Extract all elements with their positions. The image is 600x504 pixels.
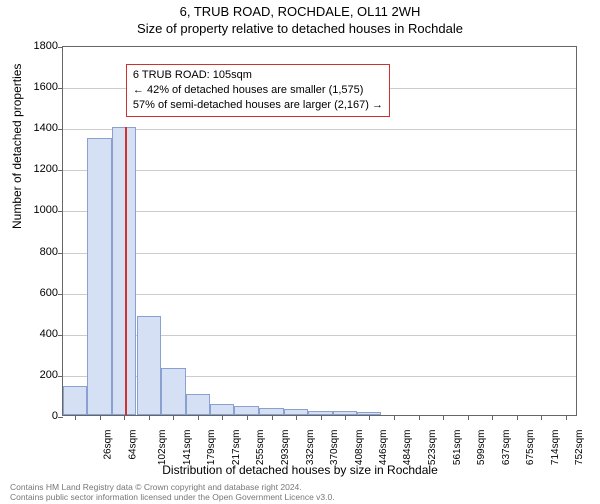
chart-title-address: 6, TRUB ROAD, ROCHDALE, OL11 2WH	[0, 4, 600, 19]
x-tick-label: 637sqm	[501, 430, 512, 466]
annotation-line: 57% of semi-detached houses are larger (…	[133, 98, 383, 113]
y-tick-mark	[58, 253, 63, 254]
x-tick-label: 561sqm	[452, 430, 463, 466]
x-tick-label: 752sqm	[574, 430, 585, 466]
x-tick-mark	[296, 415, 297, 420]
footer-line-2: Contains public sector information licen…	[10, 492, 335, 502]
gridline	[63, 253, 576, 254]
annotation-line: ← 42% of detached houses are smaller (1,…	[133, 83, 383, 98]
x-tick-mark	[75, 415, 76, 420]
x-tick-mark	[321, 415, 322, 420]
x-tick-label: 370sqm	[329, 430, 340, 466]
y-tick-label: 1800	[34, 40, 58, 52]
x-tick-mark	[345, 415, 346, 420]
x-tick-label: 523sqm	[427, 430, 438, 466]
y-tick-label: 800	[40, 246, 58, 258]
y-tick-label: 1000	[34, 204, 58, 216]
histogram-bar	[259, 408, 283, 415]
chart-subtitle: Size of property relative to detached ho…	[0, 21, 600, 36]
chart-plot-area: 6 TRUB ROAD: 105sqm← 42% of detached hou…	[62, 46, 577, 416]
y-tick-label: 0	[52, 410, 58, 422]
x-tick-label: 293sqm	[280, 430, 291, 466]
property-marker-line	[125, 127, 127, 415]
y-tick-mark	[58, 335, 63, 336]
histogram-bar	[63, 386, 87, 415]
x-tick-mark	[443, 415, 444, 420]
x-tick-label: 484sqm	[402, 430, 413, 466]
attribution-footer: Contains HM Land Registry data © Crown c…	[10, 482, 335, 502]
x-tick-mark	[492, 415, 493, 420]
x-tick-label: 675sqm	[525, 430, 536, 466]
y-tick-label: 400	[40, 328, 58, 340]
x-tick-mark	[247, 415, 248, 420]
y-tick-mark	[58, 129, 63, 130]
y-tick-label: 1400	[34, 122, 58, 134]
y-tick-mark	[58, 88, 63, 89]
x-tick-mark	[566, 415, 567, 420]
x-tick-mark	[394, 415, 395, 420]
x-tick-label: 332sqm	[305, 430, 316, 466]
histogram-bar	[87, 138, 111, 416]
x-tick-mark	[222, 415, 223, 420]
x-tick-label: 64sqm	[127, 430, 138, 460]
x-tick-label: 408sqm	[354, 430, 365, 466]
y-tick-label: 200	[40, 369, 58, 381]
gridline	[63, 170, 576, 171]
x-tick-mark	[369, 415, 370, 420]
y-tick-label: 1200	[34, 163, 58, 175]
x-tick-mark	[517, 415, 518, 420]
x-tick-label: 255sqm	[255, 430, 266, 466]
x-tick-label: 141sqm	[182, 430, 193, 466]
x-tick-label: 217sqm	[231, 430, 242, 466]
x-tick-label: 26sqm	[103, 430, 114, 460]
x-tick-label: 179sqm	[207, 430, 218, 466]
x-tick-mark	[198, 415, 199, 420]
x-tick-mark	[541, 415, 542, 420]
y-tick-mark	[58, 294, 63, 295]
x-tick-label: 102sqm	[157, 430, 168, 466]
x-tick-mark	[272, 415, 273, 420]
y-tick-label: 600	[40, 287, 58, 299]
annotation-box: 6 TRUB ROAD: 105sqm← 42% of detached hou…	[126, 64, 390, 117]
y-tick-mark	[58, 170, 63, 171]
y-tick-mark	[58, 211, 63, 212]
gridline	[63, 211, 576, 212]
x-tick-mark	[124, 415, 125, 420]
x-tick-label: 714sqm	[550, 430, 561, 466]
x-tick-label: 446sqm	[378, 430, 389, 466]
y-tick-mark	[58, 417, 63, 418]
histogram-bar	[186, 394, 210, 415]
x-tick-mark	[149, 415, 150, 420]
y-tick-label: 1600	[34, 81, 58, 93]
y-tick-mark	[58, 376, 63, 377]
gridline	[63, 294, 576, 295]
x-tick-mark	[100, 415, 101, 420]
gridline	[63, 129, 576, 130]
x-tick-mark	[468, 415, 469, 420]
x-axis-label: Distribution of detached houses by size …	[0, 463, 600, 477]
x-tick-mark	[419, 415, 420, 420]
y-axis-label: Number of detached properties	[10, 64, 24, 229]
x-tick-mark	[173, 415, 174, 420]
histogram-bar	[234, 406, 258, 415]
x-tick-label: 599sqm	[476, 430, 487, 466]
histogram-bar	[137, 316, 161, 415]
histogram-bar	[210, 404, 234, 415]
annotation-line: 6 TRUB ROAD: 105sqm	[133, 68, 383, 83]
histogram-bar	[161, 368, 185, 415]
footer-line-1: Contains HM Land Registry data © Crown c…	[10, 482, 335, 492]
y-tick-mark	[58, 47, 63, 48]
